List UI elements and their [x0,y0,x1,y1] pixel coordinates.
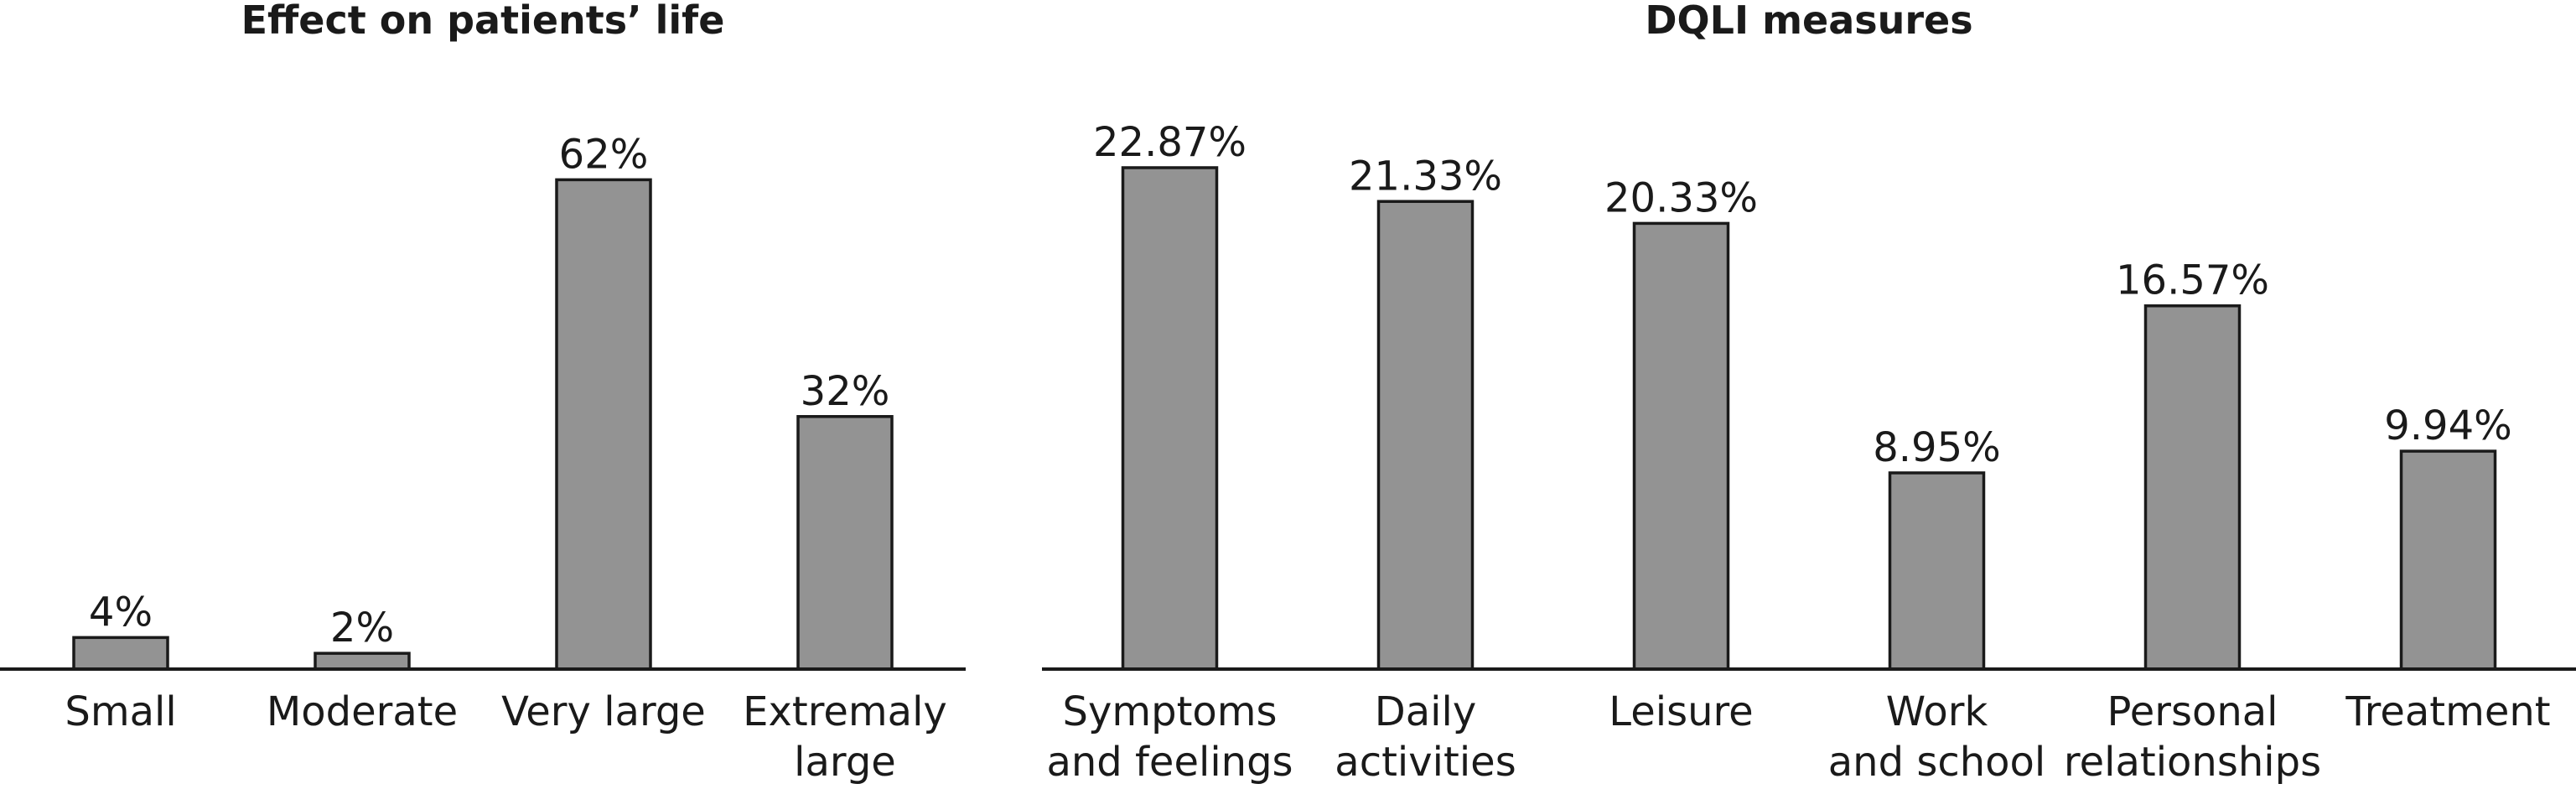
x-tick-label-line: Moderate [267,688,458,735]
value-label: 2% [330,605,394,651]
value-label: 8.95% [1873,424,2000,471]
value-label: 32% [801,368,890,415]
value-label: 20.33% [1604,174,1758,221]
bar [72,636,169,671]
value-label: 62% [559,131,649,178]
x-tick-label-line: and school [1828,739,2045,786]
x-tick-label-line: and feelings [1046,739,1293,786]
bar [314,651,411,671]
x-tick-label: Moderate [267,688,458,735]
x-tick-label-line: large [794,739,896,786]
chart: DQLI measures 22.87% Symptoms and feelings 2… [1042,0,2576,786]
chart-title: Effect on patients’ life [241,0,725,43]
bar [2143,304,2242,671]
value-label: 21.33% [1349,153,1502,200]
x-tick-label: Work and school [1828,688,2045,786]
bar [1632,221,1730,671]
value-label: 4% [89,589,153,636]
x-tick-label: Symptoms and feelings [1046,688,1293,786]
x-tick-label: Personal relationships [2064,688,2321,786]
bar [555,178,652,671]
x-tick-label: Extremaly large [743,688,947,786]
chart: Effect on patients’ life 4% Small 2% Moderat… [0,0,966,786]
x-tick-label-line: Personal [2107,688,2278,735]
x-tick-label-line: Treatment [2345,688,2550,735]
x-tick-label-line: Extremaly [743,688,947,735]
x-tick-label-line: Symptoms [1062,688,1277,735]
x-tick-label-line: Leisure [1609,688,1753,735]
x-tick-label-line: Daily [1375,688,1476,735]
x-tick-label-line: Small [65,688,176,735]
bar [1376,200,1475,671]
value-label: 22.87% [1093,119,1247,166]
x-tick-label: Daily activities [1335,688,1516,786]
bar [1888,471,1986,671]
x-tick-label: Treatment [2345,688,2550,735]
x-tick-label: Small [65,688,176,735]
x-tick-label: Very large [501,688,706,735]
value-label: 9.94% [2384,402,2511,449]
bar [1121,166,1219,671]
chart-title: DQLI measures [1645,0,1972,43]
x-tick-label-line: activities [1335,739,1516,786]
x-tick-label-line: Work [1886,688,1988,735]
bar [2399,449,2497,671]
x-tick-label: Leisure [1609,688,1753,735]
bar [796,415,894,671]
value-label: 16.57% [2116,257,2269,304]
x-tick-label-line: relationships [2064,739,2321,786]
x-tick-label-line: Very large [501,688,706,735]
